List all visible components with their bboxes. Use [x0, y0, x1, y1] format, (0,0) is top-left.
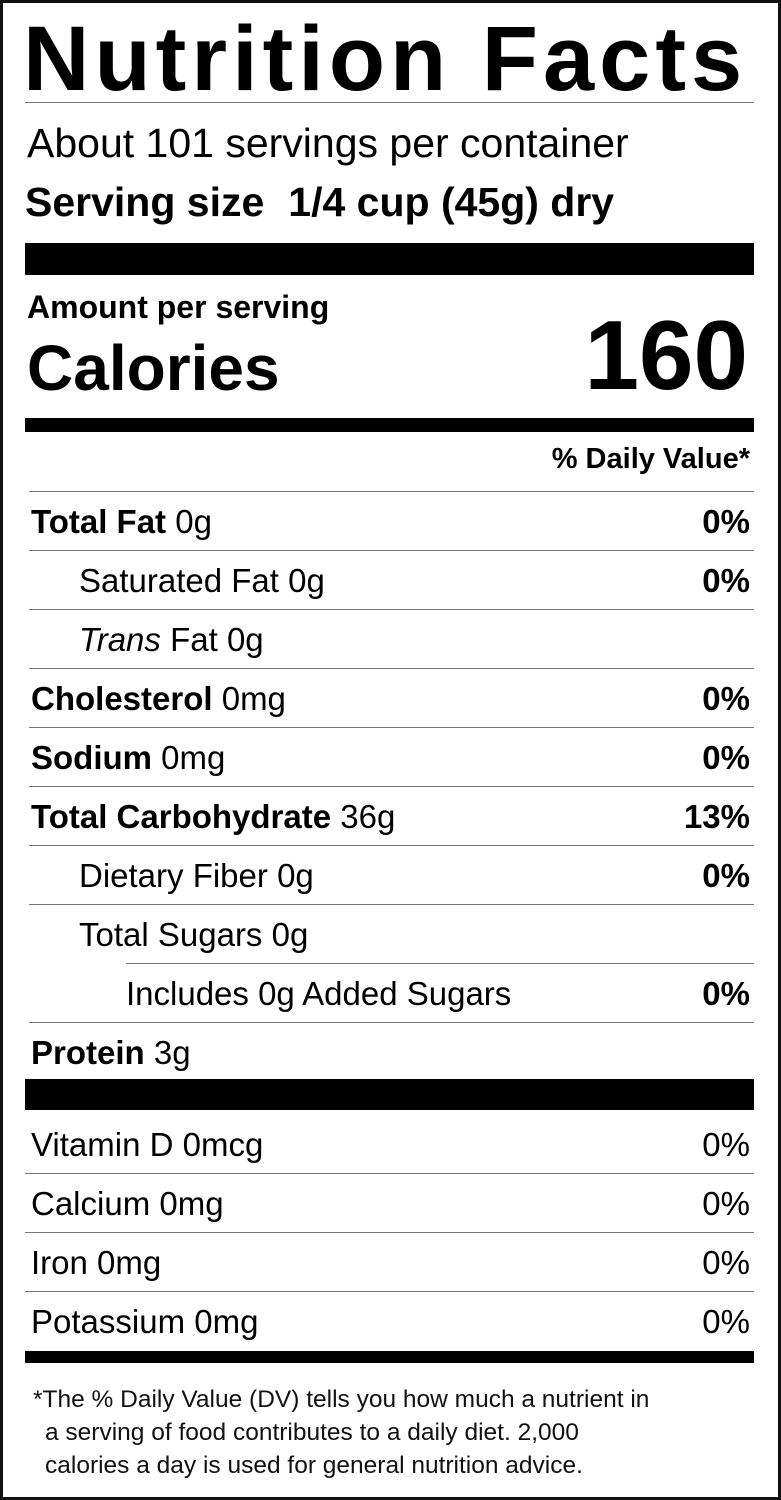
- row-divider: [29, 845, 754, 846]
- row-divider: [29, 1022, 754, 1023]
- row-divider: [29, 904, 754, 905]
- footnote: *The % Daily Value (DV) tells you how mu…: [33, 1383, 763, 1482]
- vitamin-amount: 0mg: [194, 1302, 259, 1340]
- medium-divider: [25, 418, 754, 432]
- row-divider: [29, 668, 754, 669]
- vitamin-row: Calcium 0mg 0%: [31, 1174, 750, 1233]
- nutrient-daily-value: 0%: [702, 738, 750, 776]
- nutrient-daily-value: 0%: [702, 561, 750, 599]
- row-divider: [29, 550, 754, 551]
- vitamin-name: Calcium: [31, 1184, 151, 1222]
- footnote-line: a serving of food contributes to a daily…: [45, 1419, 579, 1446]
- nutrient-amount: 0g: [277, 856, 314, 894]
- row-divider: [25, 1232, 754, 1233]
- nutrient-row: Total Carbohydrate 36g 13%: [31, 787, 750, 846]
- vitamin-daily-value: 0%: [702, 1243, 750, 1281]
- footnote-line: *The % Daily Value (DV) tells you how mu…: [33, 1386, 650, 1413]
- vitamin-amount: 0mg: [159, 1184, 224, 1222]
- nutrient-amount: 0g: [175, 502, 212, 540]
- medium-divider: [25, 1351, 754, 1363]
- serving-size: Serving size 1/4 cup (45g) dry: [25, 177, 614, 227]
- label-title: Nutrition Facts: [23, 8, 748, 110]
- thick-divider: [25, 243, 754, 275]
- nutrient-name: Total Sugars: [79, 915, 263, 953]
- nutrient-row: Total Sugars 0g: [79, 905, 750, 964]
- vitamin-daily-value: 0%: [702, 1184, 750, 1222]
- vitamin-row: Iron 0mg 0%: [31, 1233, 750, 1292]
- nutrient-row: Protein 3g: [31, 1023, 750, 1082]
- row-divider: [29, 609, 754, 610]
- vitamin-daily-value: 0%: [702, 1302, 750, 1340]
- vitamin-name: Iron: [31, 1243, 88, 1281]
- nutrient-name: Protein: [31, 1033, 145, 1071]
- nutrient-row: Cholesterol 0mg 0%: [31, 669, 750, 728]
- divider: [25, 102, 754, 103]
- vitamin-name: Vitamin D: [31, 1125, 174, 1163]
- nutrient-amount: 0g: [226, 620, 264, 658]
- nutrient-daily-value: 0%: [702, 502, 750, 540]
- nutrient-name: Trans: [79, 620, 161, 658]
- vitamin-row: Vitamin D 0mcg 0%: [31, 1115, 750, 1174]
- nutrient-row: Includes 0g Added Sugars 0%: [126, 964, 750, 1023]
- row-divider: [25, 1291, 754, 1292]
- row-divider: [126, 963, 754, 964]
- calories-label: Calories: [27, 332, 280, 404]
- nutrient-name: Total Carbohydrate: [31, 797, 332, 835]
- row-divider: [29, 727, 754, 728]
- footnote-line: calories a day is used for general nutri…: [45, 1452, 583, 1479]
- nutrient-name: Dietary Fiber: [79, 856, 268, 894]
- nutrient-name-suffix: Fat: [170, 620, 218, 658]
- nutrient-amount: 0g: [271, 915, 309, 953]
- row-divider: [29, 786, 754, 787]
- amount-per-serving: Amount per serving: [27, 289, 330, 325]
- nutrient-row: Total Fat 0g 0%: [31, 492, 750, 551]
- nutrient-name: Cholesterol: [31, 679, 213, 717]
- nutrient-amount: 0mg: [161, 738, 226, 776]
- nutrient-amount: 36g: [340, 797, 396, 835]
- nutrient-row: Sodium 0mg 0%: [31, 728, 750, 787]
- servings-per-container: About 101 servings per container: [27, 120, 629, 166]
- serving-size-label: Serving size: [25, 179, 265, 225]
- thick-divider: [25, 1079, 754, 1110]
- serving-size-value: 1/4 cup (45g) dry: [288, 179, 615, 225]
- nutrient-row: Saturated Fat 0g 0%: [79, 551, 750, 610]
- nutrient-daily-value: 0%: [702, 974, 750, 1012]
- nutrient-daily-value: 0%: [702, 856, 750, 894]
- nutrient-name: Saturated Fat: [79, 561, 279, 599]
- nutrient-name: Includes 0g Added Sugars: [126, 974, 512, 1012]
- vitamin-amount: 0mcg: [182, 1125, 264, 1163]
- daily-value-header: % Daily Value*: [551, 443, 750, 475]
- vitamin-row: Potassium 0mg 0%: [31, 1292, 750, 1351]
- vitamin-name: Potassium: [31, 1302, 186, 1340]
- nutrient-row: Dietary Fiber 0g 0%: [79, 846, 750, 905]
- vitamin-amount: 0mg: [97, 1243, 162, 1281]
- calories-value: 160: [584, 300, 748, 410]
- nutrient-daily-value: 0%: [702, 679, 750, 717]
- nutrient-amount: 0g: [288, 561, 325, 599]
- nutrient-amount: 3g: [153, 1033, 191, 1071]
- nutrient-row: Trans Fat 0g: [79, 610, 750, 669]
- nutrient-name: Sodium: [31, 738, 152, 776]
- vitamin-daily-value: 0%: [702, 1125, 750, 1163]
- nutrient-amount: 0mg: [221, 679, 286, 717]
- nutrient-name: Total Fat: [31, 502, 167, 540]
- row-divider: [29, 491, 754, 492]
- row-divider: [25, 1173, 754, 1174]
- nutrient-daily-value: 13%: [683, 797, 750, 835]
